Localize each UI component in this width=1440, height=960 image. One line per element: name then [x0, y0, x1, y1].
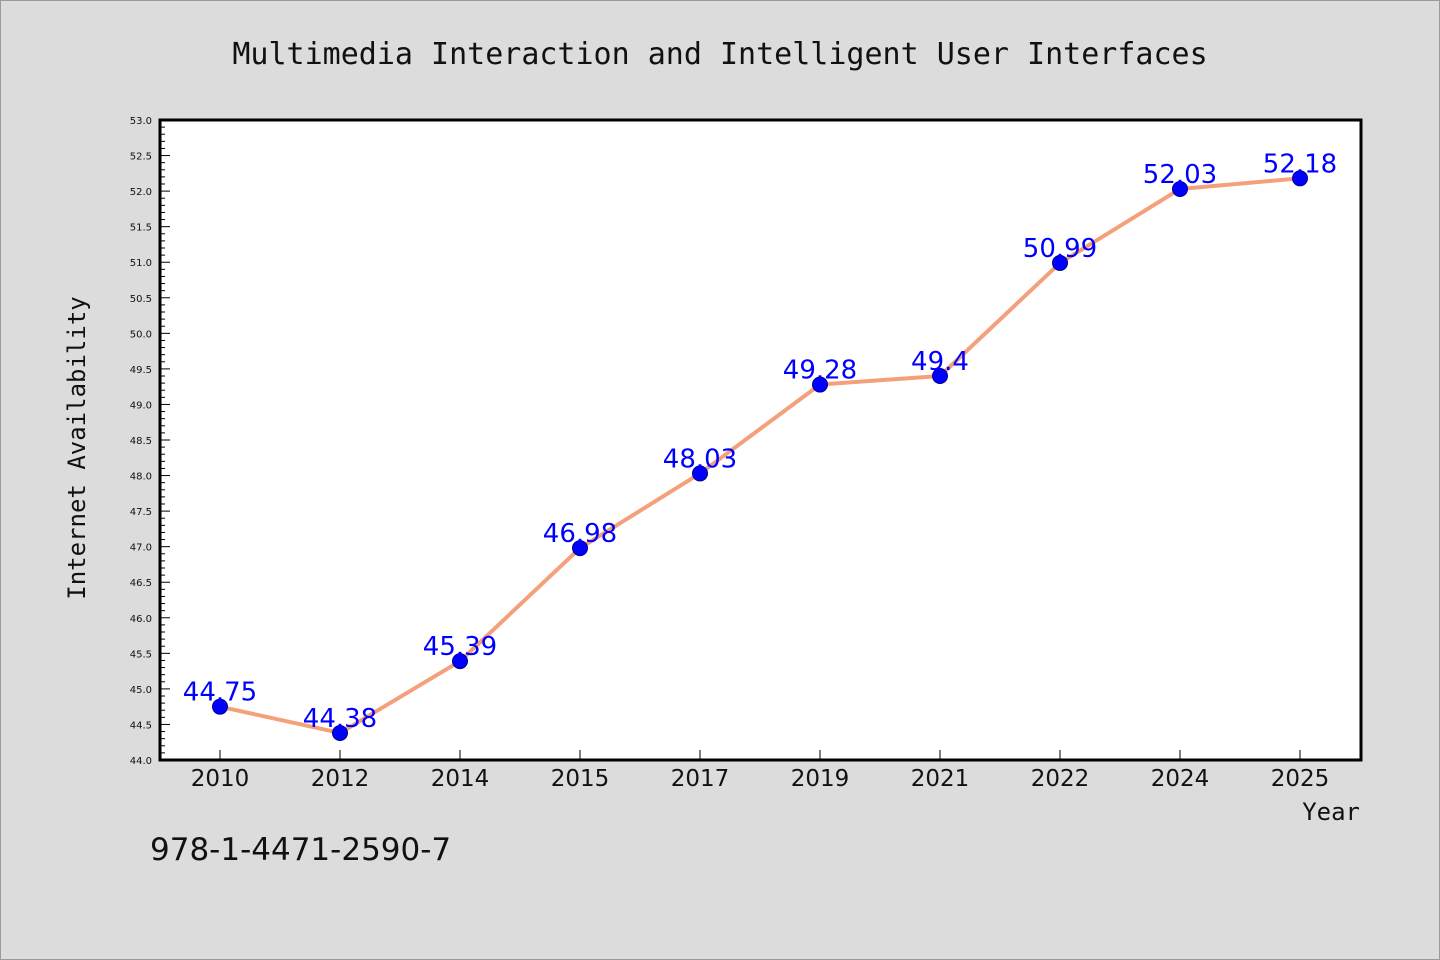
x-tick-label: 2024 — [1151, 766, 1210, 792]
x-tick-label: 2022 — [1031, 766, 1090, 792]
data-label: 45.39 — [423, 632, 497, 662]
data-point — [692, 465, 708, 482]
y-tick-label: 51.5 — [130, 223, 152, 234]
y-tick-label: 45.0 — [130, 685, 152, 696]
data-point — [572, 540, 588, 557]
y-tick-label: 50.0 — [130, 329, 152, 340]
data-point — [452, 653, 468, 670]
x-tick-label: 2025 — [1271, 766, 1330, 792]
x-tick-label: 2012 — [311, 766, 370, 792]
y-tick-label: 52.0 — [130, 187, 152, 198]
y-tick-label: 45.5 — [130, 649, 152, 660]
y-tick-label: 52.5 — [130, 152, 152, 163]
x-tick-label: 2015 — [551, 766, 610, 792]
y-tick-label: 51.0 — [130, 258, 152, 269]
data-label: 50.99 — [1023, 234, 1097, 264]
data-point — [332, 724, 348, 741]
y-tick-label: 48.5 — [130, 436, 152, 447]
y-tick-label: 49.0 — [130, 400, 152, 411]
y-tick-label: 44.0 — [130, 756, 152, 767]
x-tick-label: 2017 — [671, 766, 730, 792]
data-point — [1172, 180, 1188, 197]
y-tick-label: 47.5 — [130, 507, 152, 518]
data-label: 49.4 — [911, 347, 969, 377]
y-tick-label: 44.5 — [130, 720, 152, 731]
y-axis-label: Internet Availability — [63, 296, 91, 599]
data-label: 46.98 — [543, 519, 617, 549]
y-tick-label: 50.5 — [130, 294, 152, 305]
data-labels: 44.75 44.38 45.39 46.98 48.03 49.28 49.4 50.99 5… — [183, 149, 1337, 734]
data-label: 44.38 — [303, 704, 377, 734]
y-tick-label: 49.5 — [130, 365, 152, 376]
data-point — [812, 376, 828, 393]
y-tick-label: 46.0 — [130, 614, 152, 625]
x-tick-label: 2014 — [431, 766, 490, 792]
x-tick-label: 2019 — [791, 766, 850, 792]
x-axis-label: Year — [1302, 798, 1360, 826]
y-tick-label: 53.0 — [130, 116, 152, 127]
data-point — [212, 698, 228, 715]
data-label: 49.28 — [783, 356, 857, 386]
data-point — [932, 368, 948, 384]
data-label: 52.03 — [1143, 160, 1217, 190]
chart-title: Multimedia Interaction and Intelligent U… — [232, 37, 1207, 72]
data-label: 48.03 — [663, 444, 737, 474]
x-tick-label: 2010 — [191, 766, 250, 792]
x-tick-label: 2021 — [911, 766, 970, 792]
y-tick-label: 47.0 — [130, 543, 152, 554]
data-label: 52.18 — [1263, 149, 1337, 179]
y-axis: 44.0 44.5 45.0 45.5 46.0 46.5 47.0 47.5 48.0 48.5… — [130, 116, 170, 767]
isbn-text: 978-1-4471-2590-7 — [150, 832, 452, 868]
plot-area — [158, 118, 1363, 762]
series-line — [219, 176, 1301, 735]
y-tick-label: 48.0 — [130, 472, 152, 483]
series-markers — [212, 170, 1308, 741]
data-label: 44.75 — [183, 678, 257, 708]
y-tick-label: 46.5 — [130, 578, 152, 589]
x-axis: 2010 2012 2014 2015 2017 2019 2021 2022 2024 2025 — [191, 750, 1330, 792]
data-point — [1052, 254, 1068, 271]
data-point — [1292, 170, 1308, 187]
